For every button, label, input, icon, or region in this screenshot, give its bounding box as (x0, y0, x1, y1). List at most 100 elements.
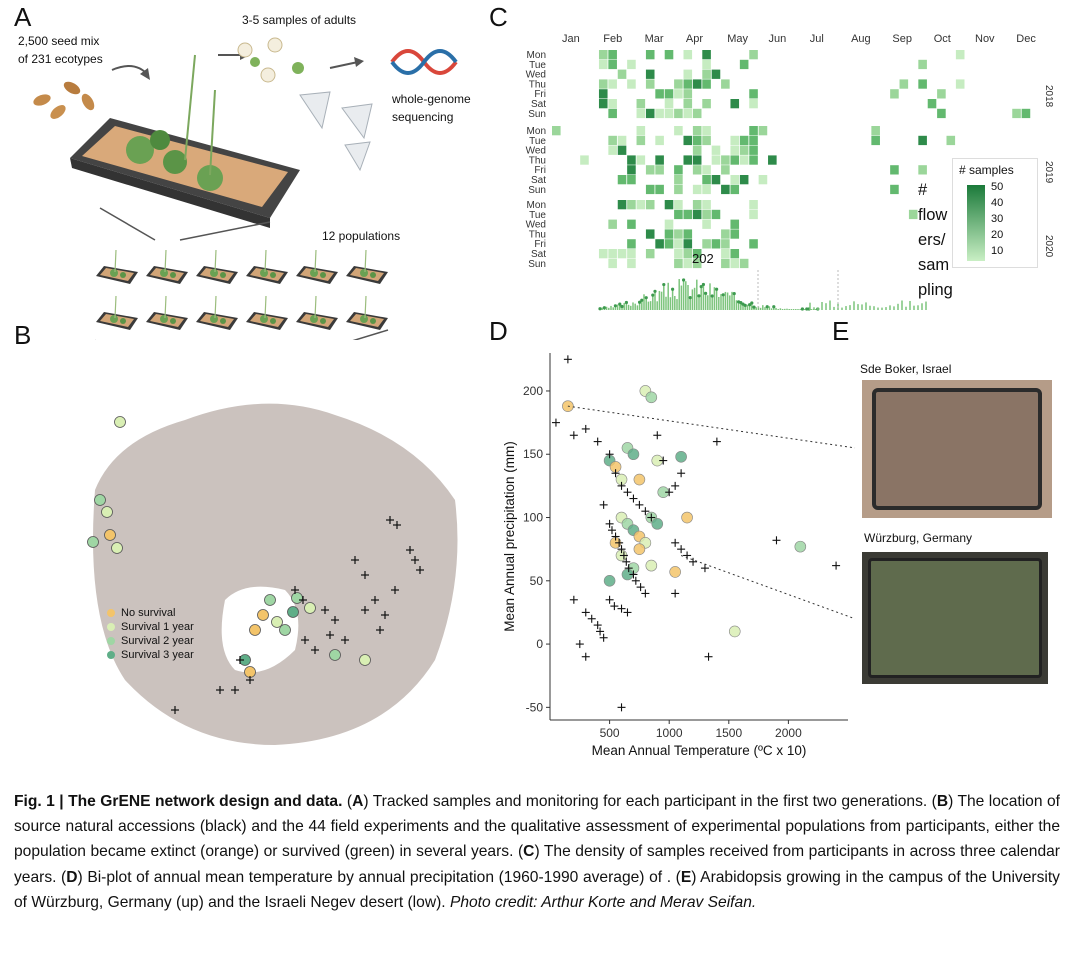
heatmap-cell (627, 79, 636, 89)
flowers-annotation-line: ers/ (918, 231, 946, 249)
population-tray (196, 295, 238, 330)
heatmap-cell (598, 99, 608, 109)
histogram-point (800, 307, 804, 311)
accession-point (832, 561, 841, 570)
wgs-text: whole-genome sequencing (392, 90, 471, 126)
month-label: Sep (892, 33, 912, 45)
accession-plus (371, 596, 379, 604)
heatmap-cell (636, 155, 646, 165)
heatmap-cell (674, 165, 683, 175)
accession-point (671, 481, 680, 490)
legend-label: Survival 3 year (121, 649, 194, 661)
heatmap-cell (598, 59, 608, 70)
heatmap-cell (664, 89, 674, 99)
heatmap-cell (683, 69, 693, 79)
accession-point (605, 595, 614, 604)
caption-b-letter: B (936, 793, 949, 810)
heatmap-cell (627, 249, 636, 259)
heatmap-cell (918, 59, 927, 70)
caption-e-letter: E (680, 868, 692, 886)
day-label: Mon (527, 200, 546, 211)
population-tray (246, 295, 288, 330)
heatmap-cell (692, 79, 702, 89)
accession-plus (311, 646, 319, 654)
accession-plus (411, 556, 419, 564)
accession-circle (304, 602, 316, 614)
heatmap-cell (683, 209, 693, 220)
sample-heatmap: Jan Feb Mar Apr May Jun Jul Aug Sep Oct Nov DecMonT… (526, 33, 1054, 311)
accession-point (610, 602, 619, 611)
legend-label: Survival 2 year (121, 635, 194, 647)
accession-point (551, 418, 560, 427)
accession-point (581, 424, 590, 433)
flowers-illustration (237, 37, 304, 83)
day-label: Mon (527, 126, 546, 137)
heatmap-cell (937, 89, 946, 99)
histogram-point (805, 307, 809, 311)
heatmap-cell (758, 175, 768, 185)
histogram-point (752, 305, 756, 309)
heatmap-cell (721, 165, 730, 175)
heatmap-cell (955, 50, 965, 60)
panel-d-letter: D (489, 316, 508, 346)
day-label: Fri (534, 165, 546, 176)
accession-point (596, 627, 605, 636)
heatmap-cell (692, 145, 702, 155)
accession-point (581, 652, 590, 661)
histogram-point (697, 294, 701, 298)
y-tick-label: 200 (523, 384, 543, 398)
heatmap-cell (937, 108, 946, 119)
seed-line-2: of 231 ecotypes (18, 52, 103, 66)
heatmap-cell (608, 249, 617, 259)
accession-point (671, 538, 680, 547)
y-axis-label: Mean Annual precipitation (mm) (502, 441, 517, 632)
heatmap-cell (674, 108, 683, 119)
accession-point (605, 519, 614, 528)
day-label: Thu (529, 229, 546, 240)
heatmap-cell (739, 135, 749, 146)
caption-c-letter: C (523, 843, 535, 861)
heatmap-cell (674, 126, 683, 136)
heatmap-cell (627, 175, 636, 185)
caption-b-text: ) The location of source natural accessi… (14, 793, 1060, 861)
legend-dot-icon (107, 609, 115, 617)
heatmap-cell (627, 239, 636, 249)
histogram-point (743, 303, 747, 307)
heatmap-cell (664, 229, 674, 239)
month-label: Jul (810, 33, 824, 45)
caption-d-text: ) Bi-plot of annual mean temperature by … (77, 868, 681, 886)
world-map (70, 385, 458, 750)
x-tick-label: 1000 (656, 726, 683, 740)
x-tick-label: 1500 (715, 726, 742, 740)
heatmap-cell (598, 50, 608, 60)
heatmap-cell (598, 79, 608, 89)
heatmap-cell (702, 219, 711, 229)
accession-point (615, 538, 624, 547)
legend-label: No survival (121, 607, 176, 619)
heatmap-cell (702, 239, 711, 249)
heatmap-cell (730, 249, 740, 259)
heatmap-cell (645, 249, 655, 259)
heatmap-cell (617, 200, 627, 210)
heatmap-cell (627, 258, 636, 269)
month-label: Feb (603, 33, 622, 45)
legend-item: Survival 3 year (107, 648, 194, 662)
heatmap-cell (739, 59, 749, 70)
experiment-point (633, 473, 646, 486)
accession-point (611, 532, 620, 541)
caption-c-text: ) The density of samples received from p… (14, 843, 1060, 886)
histogram-point (750, 301, 754, 305)
panel-b-letter: B (14, 320, 32, 350)
accession-point (689, 557, 698, 566)
heatmap-cell (711, 145, 721, 155)
accession-plus (216, 686, 224, 694)
sde-boker-photo (862, 380, 1052, 518)
heatmap-cell (730, 135, 740, 146)
x-tick-label: 2000 (775, 726, 802, 740)
heatmap-cell (730, 175, 740, 185)
y-tick-label: 100 (523, 511, 543, 525)
histogram-point (640, 298, 644, 302)
accession-plus (301, 636, 309, 644)
heatmap-cell (692, 200, 702, 210)
heatmap-cell (749, 200, 758, 210)
